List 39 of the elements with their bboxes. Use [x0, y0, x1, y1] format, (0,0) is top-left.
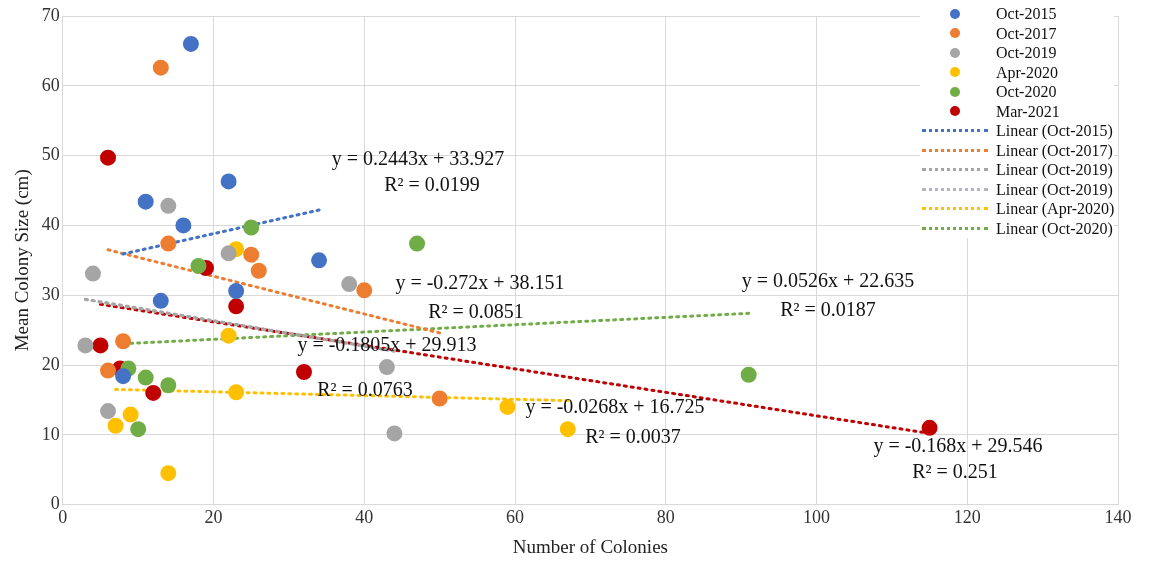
- x-tick-label: 140: [1104, 507, 1132, 528]
- annotation: R² = 0.0187: [780, 298, 876, 321]
- x-tick-label: 100: [803, 507, 831, 528]
- annotation: R² = 0.0199: [384, 173, 480, 196]
- legend-label: Linear (Oct-2019): [996, 160, 1113, 180]
- y-tick-label: 10: [41, 423, 60, 444]
- y-tick-label: 0: [50, 493, 60, 514]
- x-tick-label: 40: [355, 507, 374, 528]
- annotation: R² = 0.0851: [428, 300, 524, 323]
- annotation: y = 0.2443x + 33.927: [331, 147, 505, 171]
- legend-label: Oct-2019: [996, 43, 1057, 63]
- x-tick-label: 80: [656, 507, 675, 528]
- legend-label: Oct-2017: [996, 23, 1057, 43]
- annotation: y = -0.0268x + 16.725: [525, 395, 705, 419]
- legend-label: Mar-2021: [996, 101, 1060, 121]
- legend-label: Linear (Oct-2019): [996, 179, 1113, 199]
- x-tick-label: 60: [506, 507, 525, 528]
- annotation: y = 0.0526x + 22.635: [741, 269, 915, 293]
- annotation: y = -0.272x + 38.151: [395, 271, 565, 295]
- y-tick-label: 60: [41, 74, 60, 95]
- y-tick-label: 70: [41, 4, 60, 25]
- legend-label: Linear (Oct-2015): [996, 121, 1113, 141]
- legend-label: Oct-2020: [996, 82, 1057, 102]
- x-tick-label: 120: [953, 507, 981, 528]
- annotation: y = -0.168x + 29.546: [873, 434, 1043, 458]
- legend-label: Linear (Oct-2017): [996, 140, 1113, 160]
- x-tick-label: 20: [204, 507, 223, 528]
- legend-label: Linear (Oct-2020): [996, 218, 1113, 238]
- annotation: R² = 0.0037: [585, 425, 681, 448]
- legend-label: Oct-2015: [996, 4, 1057, 24]
- y-tick-label: 50: [41, 144, 60, 165]
- y-tick-label: 30: [41, 283, 60, 304]
- y-tick-label: 40: [41, 214, 60, 235]
- legend-label: Linear (Apr-2020): [996, 199, 1115, 219]
- x-axis-title: Number of Colonies: [512, 535, 668, 557]
- y-tick-label: 20: [41, 353, 60, 374]
- annotation: R² = 0.251: [912, 460, 998, 483]
- y-axis-title: Mean Colony Size (cm): [11, 169, 34, 352]
- legend-label: Apr-2020: [996, 62, 1058, 82]
